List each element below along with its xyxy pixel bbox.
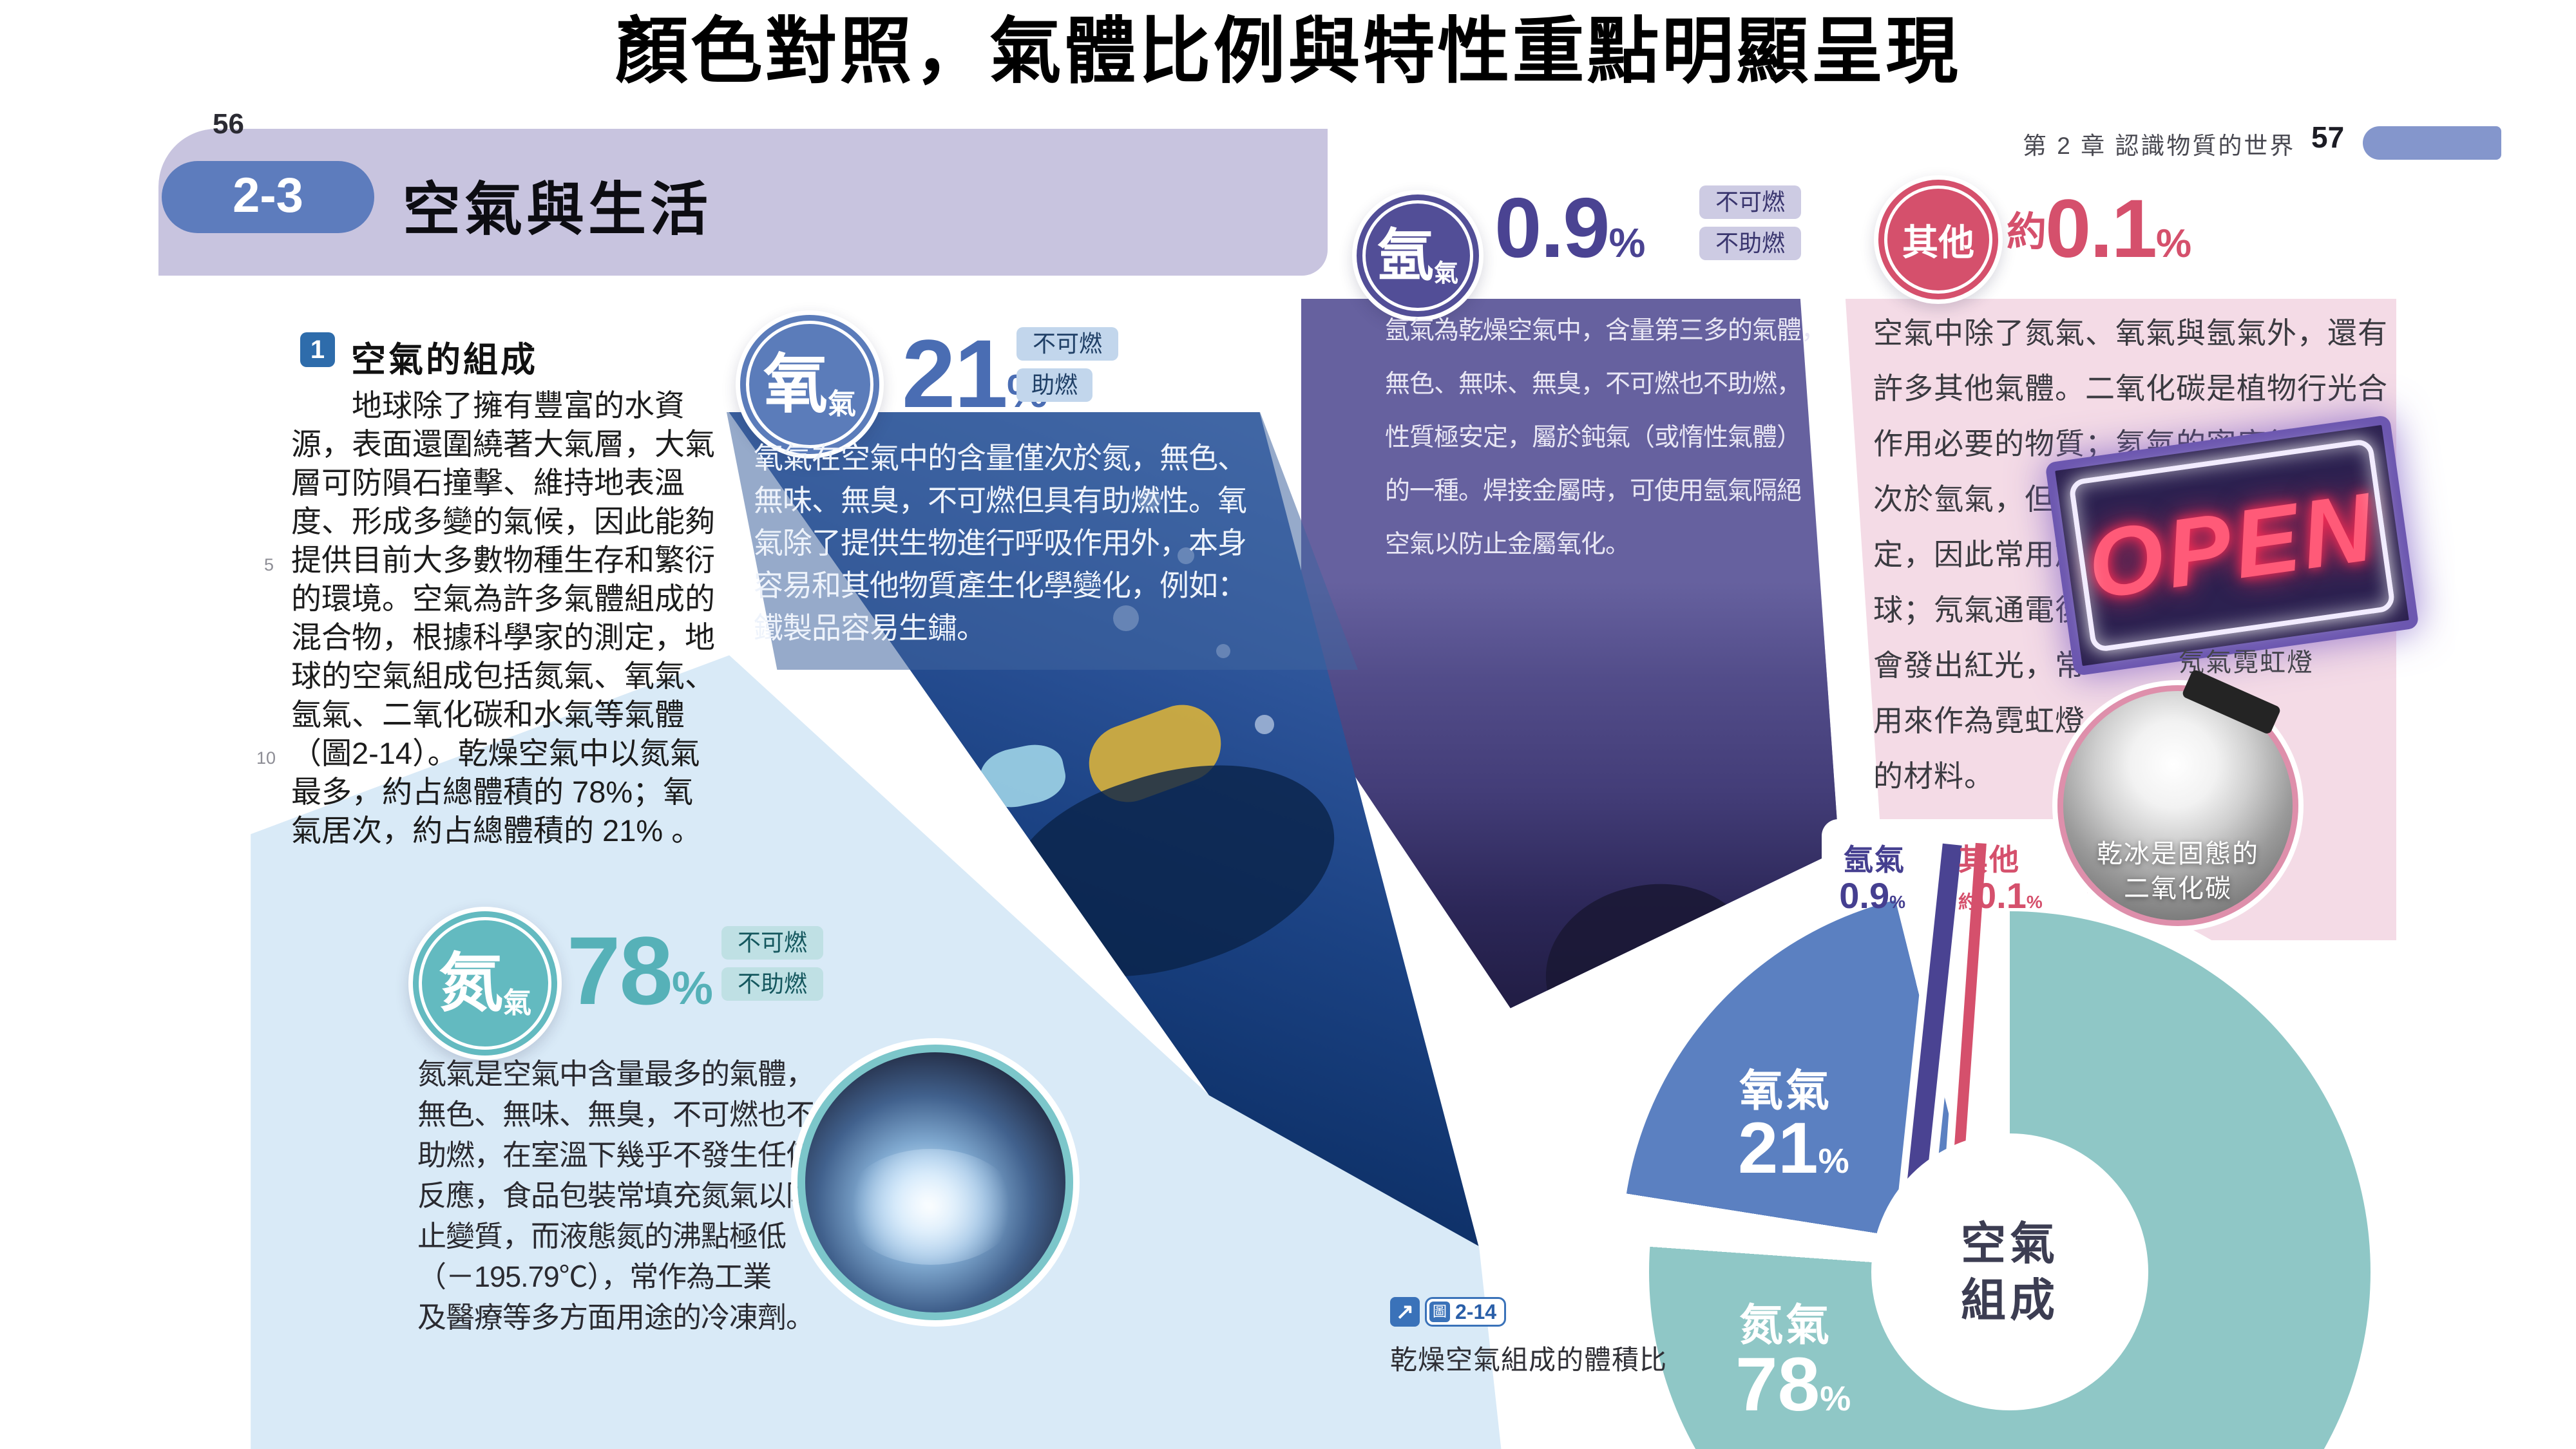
diver-mask-shape (976, 739, 1070, 813)
oxygen-tag-nonflammable: 不可燃 (1016, 327, 1118, 361)
bubble-shape (1255, 715, 1274, 734)
nitrogen-description: 氮氣是空氣中含量最多的氣體， 無色、無味、無臭，不可燃也不 助燃，在室溫下幾乎不發生… (417, 1057, 815, 1334)
intro-paragraph: 地球除了擁有豐富的水資 源，表面還圍繞著大氣層，大氣 層可防隕石撞擊、維持地表溫 度、… (291, 388, 715, 848)
pie-oxygen-number: 21 (1738, 1108, 1818, 1188)
argon-suffix: 氣 (1434, 260, 1459, 287)
pie-nitrogen-label: 氮氣 (1739, 1301, 1833, 1350)
figure-number-box: 圖 2-14 (1425, 1297, 1507, 1327)
pie-center-line2: 組成 (1961, 1275, 2059, 1325)
dry-ice-caption: 乾冰是固態的 二氧化碳 (2063, 837, 2293, 906)
figure-caption: 乾燥空氣組成的體積比 (1390, 1345, 1668, 1375)
argon-tag-no-combustion-support: 不助燃 (1699, 227, 1801, 260)
nitrogen-symbol: 氮 (439, 947, 503, 1019)
pie-center-label: 空氣 組成 (1871, 1133, 2148, 1410)
nitrogen-vapor-shape (844, 1149, 1018, 1265)
figure-code: 2-14 (1455, 1300, 1497, 1323)
oxygen-percent-value: 21 (902, 319, 1008, 428)
argon-percent-value: 0.9 (1494, 180, 1610, 275)
page-number-right: 57 (2311, 120, 2345, 154)
percent-sign: % (671, 963, 713, 1014)
argon-tag-nonflammable: 不可燃 (1699, 185, 1801, 219)
pie-other-label: 其他 (1958, 843, 2020, 876)
pie-nitrogen-value: 78% (1735, 1341, 1851, 1428)
pie-argon-callout: 氬氣 0.9% (1815, 844, 1905, 922)
pie-argon-value: 0.9% (1815, 876, 1905, 922)
intro-heading: 空氣的組成 (351, 341, 538, 379)
nitrogen-badge: 氮 氣 (408, 907, 562, 1060)
percent-sign: % (1818, 1142, 1849, 1180)
chapter-label: 第 2 章 認識物質的世界 (2023, 133, 2296, 159)
figure-tag-icon: 圖 (1429, 1302, 1450, 1322)
approx-prefix: 約 (2007, 210, 2046, 254)
oxygen-tag-supports-combustion: 助燃 (1016, 368, 1092, 402)
approx-prefix: 約 (1958, 892, 1977, 912)
percent-sign: % (1889, 892, 1905, 912)
argon-badge: 氬 氣 (1352, 190, 1484, 321)
section-title: 空氣與生活 (403, 178, 712, 242)
other-label: 其他 (1902, 222, 1974, 263)
liquid-nitrogen-photo (797, 1045, 1073, 1320)
nitrogen-suffix: 氣 (503, 987, 531, 1019)
line-marker-10: 10 (256, 748, 276, 768)
dry-ice-caption-line1: 乾冰是固態的 (2097, 840, 2259, 868)
percent-sign: % (1820, 1379, 1851, 1418)
pie-argon-number: 0.9 (1839, 875, 1890, 916)
figure-arrow-icon: ↗ (1390, 1297, 1420, 1327)
percent-sign: % (2155, 222, 2191, 266)
pie-center-line1: 空氣 (1961, 1218, 2059, 1269)
other-gases-badge: 其他 (1874, 175, 2003, 304)
percent-sign: % (2026, 892, 2043, 912)
other-percent-value: 0.1 (2045, 183, 2157, 275)
pie-other-value: 約0.1% (1958, 876, 2100, 922)
line-marker-5: 5 (264, 555, 274, 574)
banner: 顏色對照，氣體比例與特性重點明顯呈現 (0, 0, 2576, 106)
nitrogen-percent-value: 78 (567, 916, 673, 1025)
other-percent: 約0.1% (2007, 188, 2191, 285)
corner-tab (2363, 126, 2501, 160)
page-number-left: 56 (213, 108, 244, 140)
dry-ice-photo: 乾冰是固態的 二氧化碳 (2057, 668, 2298, 926)
pie-nitrogen-number: 78 (1735, 1342, 1820, 1427)
neon-frame-shape (2068, 438, 2396, 653)
nitrogen-tag-nonflammable: 不可燃 (721, 926, 823, 960)
dry-ice-caption-line2: 二氧化碳 (2124, 875, 2232, 903)
page-title: 顏色對照，氣體比例與特性重點明顯呈現 (615, 11, 1961, 91)
oxygen-symbol: 氧 (763, 348, 828, 421)
pie-argon-label: 氬氣 (1844, 843, 1905, 876)
oxygen-suffix: 氣 (828, 388, 856, 420)
oxygen-description: 氧氣在空氣中的含量僅次於氮，無色、 無味、無臭，不可燃但具有助燃性。氧 氣除了提供生… (754, 441, 1247, 645)
section-code-badge: 2-3 (162, 161, 374, 233)
argon-percent: 0.9% (1494, 185, 1646, 285)
pie-oxygen-label: 氧氣 (1739, 1066, 1833, 1115)
pie-other-number: 0.1 (1976, 875, 2027, 916)
percent-sign: % (1608, 220, 1646, 266)
intro-index-badge: 1 (300, 332, 335, 367)
pie-oxygen-value: 21% (1738, 1106, 1849, 1189)
nitrogen-percent: 78% (567, 922, 713, 1037)
argon-symbol: 氬 (1377, 223, 1434, 287)
nitrogen-tag-no-combustion-support: 不助燃 (721, 967, 823, 1001)
pie-other-callout: 其他 約0.1% (1958, 844, 2100, 922)
argon-description: 氬氣為乾燥空氣中，含量第三多的氣體， 無色、無味、無臭，不可燃也不助燃， 性質極安定… (1385, 317, 1826, 558)
oxygen-badge: 氧 氣 (736, 310, 884, 459)
